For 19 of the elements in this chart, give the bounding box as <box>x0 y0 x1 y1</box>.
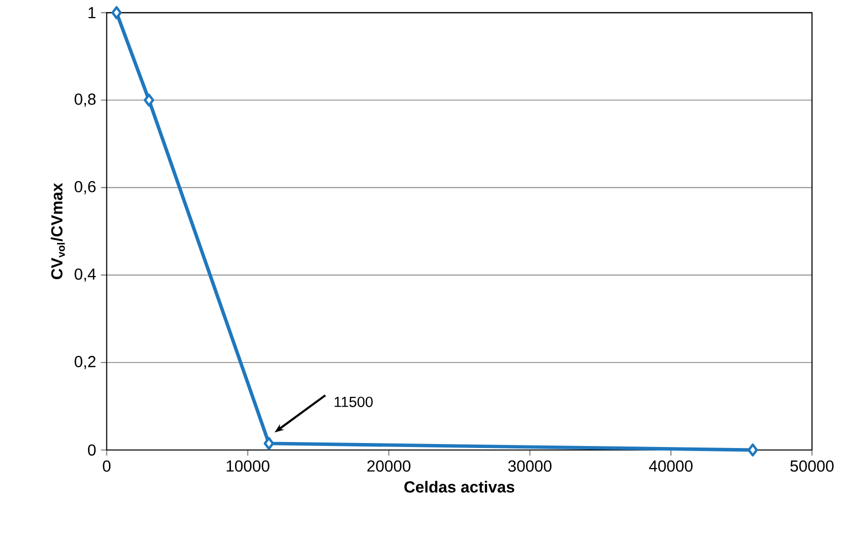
point <box>144 94 154 107</box>
x-tick-label: 0 <box>102 460 111 472</box>
y-axis-title: CV$_{vol}$/CVmax <box>50 182 65 280</box>
point <box>748 443 758 457</box>
x-tick-label: 10000 <box>226 460 270 472</box>
x-axis-title: Celdas activas <box>404 480 514 493</box>
y-tick-label: 0,4 <box>74 268 96 282</box>
y-tick-label: 0 <box>88 444 96 456</box>
y-tick-label: 1 <box>88 7 96 18</box>
point <box>111 6 122 20</box>
x-tick-label: 30000 <box>508 460 552 472</box>
x-tick-label: 20000 <box>367 460 410 472</box>
x-tick-label: 50000 <box>790 460 834 472</box>
point <box>264 436 274 450</box>
x-tick-label: 40000 <box>649 460 693 472</box>
y-tick-label: 0,6 <box>74 180 96 194</box>
annotation: 11500 <box>334 396 373 408</box>
y-tick-label: 0,2 <box>74 356 96 370</box>
y-tick-label: 0,8 <box>74 94 96 107</box>
